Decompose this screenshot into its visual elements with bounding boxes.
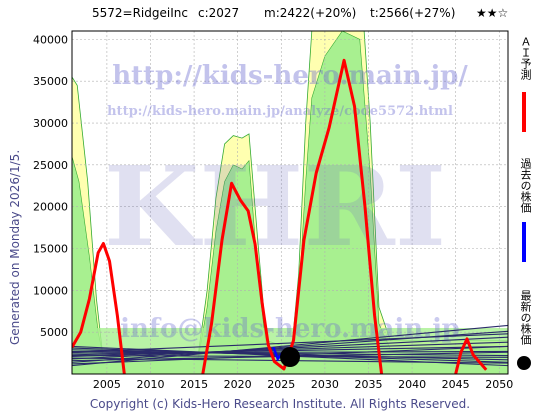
x-tick-label: 2005 [93,378,121,391]
x-tick-label: 2030 [311,378,339,391]
legend-ai-label: ＡＩ予測 [519,36,532,80]
watermark-logo: KHRI [104,142,446,271]
y-tick-label: 15000 [33,243,68,256]
copyright-footer: Copyright (c) Kids-Hero Research Institu… [89,397,471,411]
rating-stars: ★★☆ [476,6,509,20]
x-tick-label: 2045 [442,378,470,391]
watermark-email: info@kids-hero.main.jp [120,314,460,344]
ai-forecast-line [454,337,488,374]
channel-line [72,333,508,353]
legend-past-label: 過去の株価 [519,158,532,213]
price-series [72,58,488,374]
generated-note-text: Generated on Monday 2026/1/5. [8,149,22,345]
x-tick-label: 2040 [398,378,426,391]
legend-latest-swatch [517,356,531,370]
current-price: c:2027 [198,6,240,20]
ai-forecast-line [72,241,126,374]
y-tick-label: 40000 [33,33,68,46]
mid-estimate: m:2422(+20%) [264,6,357,20]
y-tick-label: 5000 [40,326,68,339]
y-tick-label: 20000 [33,201,68,214]
x-tick-label: 2050 [485,378,513,391]
x-tick-label: 2015 [180,378,208,391]
stock-code: 5572=RidgeiInc [92,6,188,20]
legend-ai-swatch [522,92,526,132]
x-tick-label: 2035 [354,378,382,391]
y-tick-label: 30000 [33,117,68,130]
plot-frame [71,30,509,375]
grid-lines [72,31,508,374]
x-tick-label: 2025 [267,378,295,391]
y-tick-label: 25000 [33,159,68,172]
legend-past-swatch [522,222,526,262]
x-tick-label: 2020 [224,378,252,391]
chart-header: 5572=RidgeiInc c:2027 m:2422(+20%) t:256… [0,6,560,26]
watermark: KHRI http://kids-hero.main.jp/ http://ki… [104,61,468,344]
upper-band-area [72,31,508,374]
watermark-url-main: http://kids-hero.main.jp/ [112,61,468,91]
latest-price-marker [280,347,300,368]
generated-note: Generated on Monday 2026/1/5. [8,150,28,365]
watermark-url-page: http://kids-hero.main.jp/analyze/code557… [107,104,453,119]
axis-ticks: 2005 2010 2015 2020 2025 2030 2035 2040 2045 2050… [33,33,513,391]
target-estimate: t:2566(+27%) [370,6,456,20]
x-tick-label: 2010 [136,378,164,391]
ai-forecast-line [201,58,384,374]
y-tick-label: 35000 [33,75,68,88]
legend-latest-label: 最新の株価 [519,290,532,345]
y-tick-label: 10000 [33,284,68,297]
